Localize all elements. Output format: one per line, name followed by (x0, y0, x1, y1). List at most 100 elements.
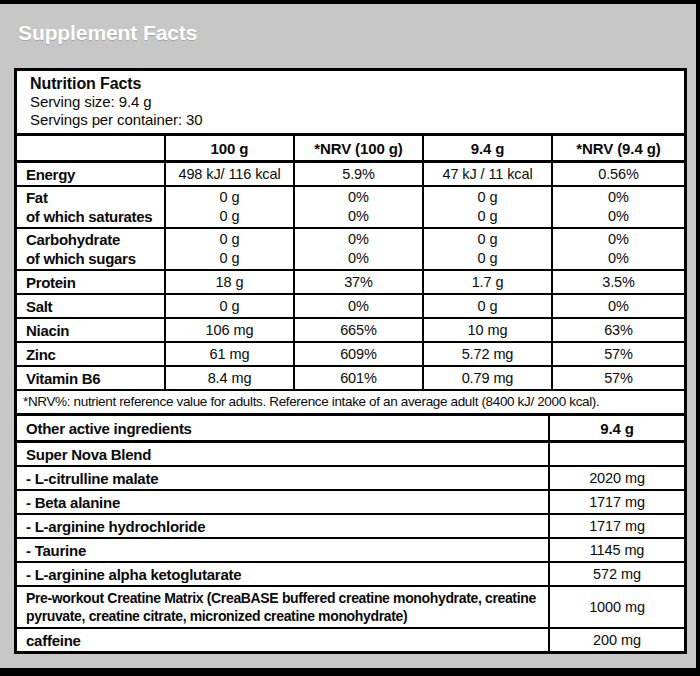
nutrient-value: 0 g (168, 230, 291, 249)
nutrient-label: of which saturates (26, 207, 162, 226)
nutrient-value: 3.5% (555, 273, 682, 292)
nutrient-label: Fat (26, 188, 162, 207)
nutrient-value: 1.7 g (426, 273, 549, 292)
ingredient-row: Super Nova Blend (17, 443, 684, 465)
nutrient-value: 8.4 mg (168, 369, 291, 388)
other-active-ingredients-section: Other active ingredients 9.4 g Super Nov… (17, 416, 684, 651)
ingredient-value (548, 443, 684, 465)
top-frame-border (0, 0, 700, 4)
nutrient-value-cell: 10 mg (423, 318, 552, 342)
ingredient-value: 572 mg (548, 563, 684, 585)
page-title: Supplement Facts (18, 21, 197, 45)
nutrient-value: 57% (555, 369, 682, 388)
nutrient-label: Carbohydrate (26, 230, 162, 249)
nutrient-value: 601% (297, 369, 420, 388)
bottom-frame-border (0, 668, 700, 676)
nutrient-value: 0% (297, 207, 420, 226)
nutrient-value: 665% (297, 321, 420, 340)
nutrient-value: 0% (297, 188, 420, 207)
ingredient-label: - L-arginine hydrochloride (17, 515, 548, 537)
nutrient-value: 0 g (168, 297, 291, 316)
nutrient-label-cell: Vitamin B6 (17, 366, 165, 389)
nutrient-value-cell: 8.4 mg (165, 366, 294, 389)
nutrition-label-panel: Nutrition Facts Serving size: 9.4 g Serv… (14, 68, 687, 654)
nutrient-value-cell: 37% (294, 270, 423, 294)
nutrient-label: Energy (26, 165, 162, 184)
nutrient-value: 0% (297, 230, 420, 249)
nrv-footnote: *NRV%: nutrient reference value for adul… (17, 389, 684, 416)
nutrient-value-cell: 665% (294, 318, 423, 342)
nutrient-row: Fatof which saturates0 g0 g0%0%0 g0 g0%0… (17, 186, 684, 228)
nutrient-value: 0% (297, 249, 420, 268)
nutrient-value-cell: 106 mg (165, 318, 294, 342)
nutrient-row: Vitamin B6 8.4 mg 601%0.79 mg57% (17, 366, 684, 389)
nutrient-row: Carbohydrateof which sugars0 g0 g0%0%0 g… (17, 228, 684, 270)
nutrient-row: Zinc61 mg 609% 5.72 mg 57% (17, 342, 684, 366)
nutrient-value-cell: 0.56% (552, 162, 684, 187)
nutrient-value: 5.9% (297, 165, 420, 184)
ingredient-row: - L-citrulline malate2020 mg (17, 465, 684, 489)
ingredient-value: 1145 mg (548, 539, 684, 561)
ingredient-value: 1717 mg (548, 491, 684, 513)
ingredient-value: 1000 mg (548, 587, 684, 627)
nutrient-value-cell: 0%0% (294, 228, 423, 270)
nutrient-value: 0 g (426, 188, 549, 207)
nutrient-value-cell: 47 kJ / 11 kcal (423, 162, 552, 187)
nutrient-value-cell: 0.79 mg (423, 366, 552, 389)
nutrient-value: 0 g (168, 207, 291, 226)
ingredient-row: Pre-workout Creatine Matrix (CreaBASE bu… (17, 585, 684, 627)
column-header-row: 100 g*NRV (100 g)9.4 g*NRV (9.4 g) (17, 136, 684, 162)
nutrient-value-cell: 63% (552, 318, 684, 342)
nutrient-value-cell: 57% (552, 342, 684, 366)
nutrient-label-cell: Zinc (17, 342, 165, 366)
ingredient-label: Pre-workout Creatine Matrix (CreaBASE bu… (17, 587, 548, 627)
other-ingredients-header-row: Other active ingredients 9.4 g (17, 416, 684, 443)
nutrient-value: 0.56% (555, 165, 682, 184)
nutrient-label-cell: Fatof which saturates (17, 186, 165, 228)
ingredient-row: - Beta alanine1717 mg (17, 489, 684, 513)
nutrient-value-cell: 3.5% (552, 270, 684, 294)
nutrient-label-cell: Energy (17, 162, 165, 187)
nutrient-label: Vitamin B6 (26, 369, 162, 388)
nutrition-facts-title: Nutrition Facts (30, 74, 676, 93)
nutrient-value-cell: 1.7 g (423, 270, 552, 294)
nutrient-value-cell: 61 mg (165, 342, 294, 366)
nutrient-row: Energy498 kJ/ 116 kcal5.9%47 kJ / 11 kca… (17, 162, 684, 187)
column-header: 9.4 g (423, 136, 552, 162)
nutrient-value: 47 kJ / 11 kcal (426, 165, 549, 184)
nutrient-value-cell: 0 g (423, 294, 552, 318)
nutrient-value: 5.72 mg (426, 345, 549, 364)
nutrient-value-cell: 0 g0 g (423, 228, 552, 270)
nutrient-value-cell: 0%0% (552, 186, 684, 228)
nutrient-label-cell: Protein (17, 270, 165, 294)
nutrient-value: 609% (297, 345, 420, 364)
nutrient-value: 57% (555, 345, 682, 364)
column-header: *NRV (100 g) (294, 136, 423, 162)
ingredient-label: - L-citrulline malate (17, 467, 548, 489)
ingredient-value: 2020 mg (548, 467, 684, 489)
nutrient-value-cell: 0%0% (294, 186, 423, 228)
ingredient-label: - L-arginine alpha ketoglutarate (17, 563, 548, 585)
ingredient-label: - Beta alanine (17, 491, 548, 513)
nutrient-label-cell: Niacin (17, 318, 165, 342)
nutrient-value: 0% (555, 207, 682, 226)
nutrient-value: 63% (555, 321, 682, 340)
nutrient-value: 0 g (168, 249, 291, 268)
column-header: *NRV (9.4 g) (552, 136, 684, 162)
ingredient-label: Super Nova Blend (17, 443, 548, 465)
ingredient-row: - L-arginine alpha ketoglutarate572 mg (17, 561, 684, 585)
nutrient-value: 106 mg (168, 321, 291, 340)
nutrient-value: 0% (555, 188, 682, 207)
serving-size-text: Serving size: 9.4 g (30, 93, 676, 111)
ingredient-label: caffeine (17, 629, 548, 651)
other-ingredients-header-label: Other active ingredients (17, 416, 548, 440)
nutrient-value: 0 g (168, 188, 291, 207)
nutrient-value: 0% (555, 230, 682, 249)
nutrient-value: 10 mg (426, 321, 549, 340)
nutrient-value: 0 g (426, 207, 549, 226)
nutrient-value-cell: 0 g0 g (423, 186, 552, 228)
nutrient-value-cell: 0% (294, 294, 423, 318)
nutrient-value-cell: 5.9% (294, 162, 423, 187)
nutrient-value: 61 mg (168, 345, 291, 364)
ingredient-row: - Taurine1145 mg (17, 537, 684, 561)
